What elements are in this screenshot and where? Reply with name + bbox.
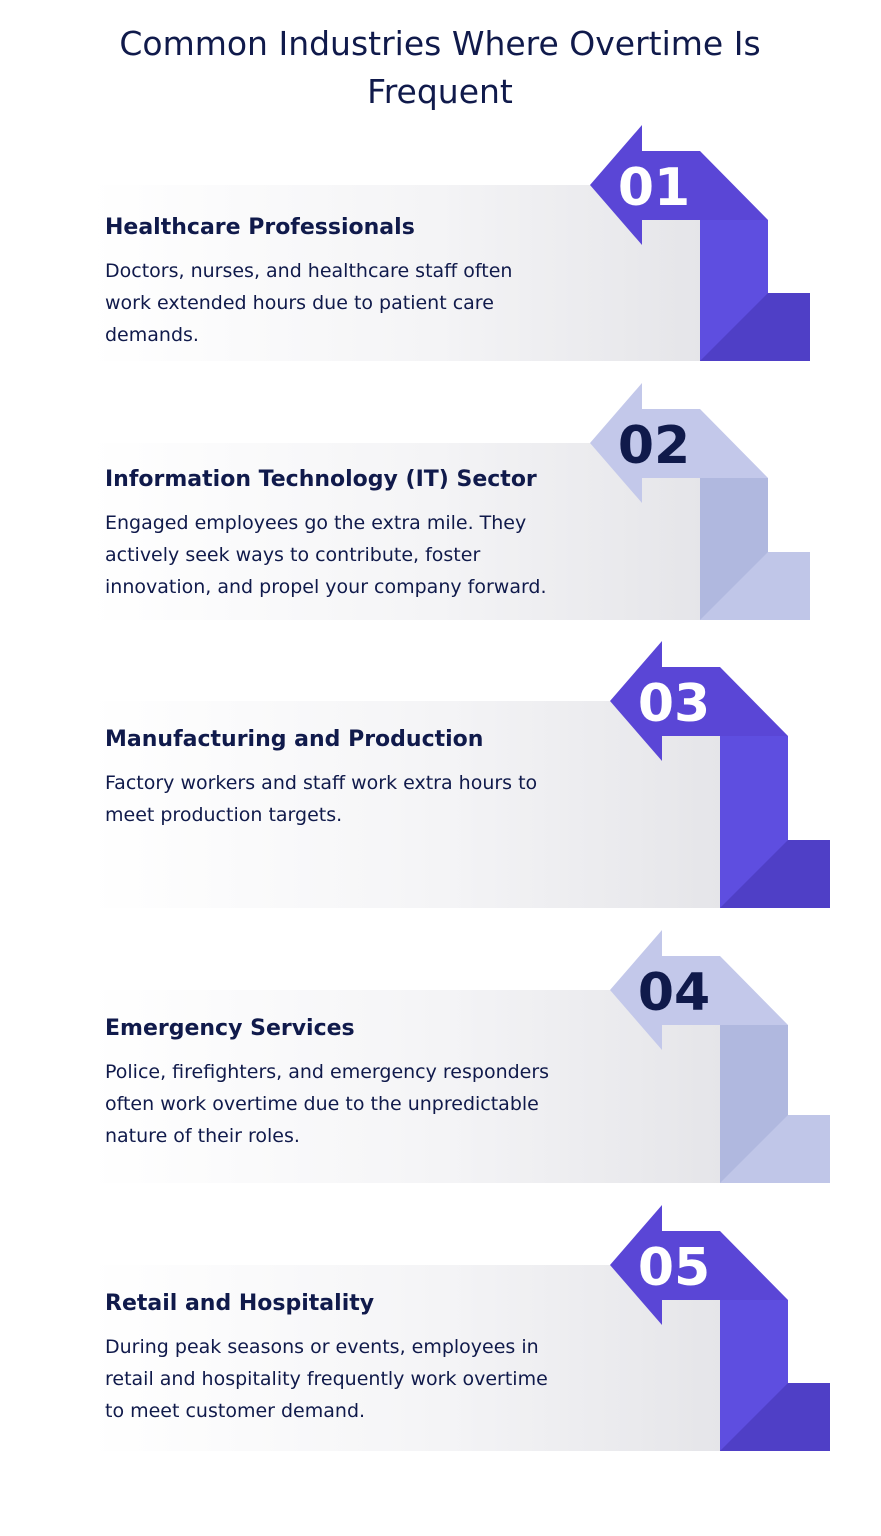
left-arrow-icon: [610, 930, 788, 1050]
step-description: Factory workers and staff work extra hou…: [105, 767, 575, 831]
step-description: Doctors, nurses, and healthcare staff of…: [105, 255, 575, 351]
step-arrow-graphic: 04: [610, 930, 830, 1183]
step-arrow-graphic: 05: [610, 1205, 830, 1451]
step-number: 02: [618, 416, 690, 476]
step-title: Emergency Services: [105, 1016, 355, 1041]
page-title: Common Industries Where Overtime Is Freq…: [119, 24, 761, 111]
step-number: 04: [638, 963, 710, 1023]
step-description-line: actively seek ways to contribute, foster: [105, 544, 481, 566]
step-description: Police, firefighters, and emergency resp…: [105, 1056, 575, 1152]
step-03: 03 Manufacturing and Production Factory wo…: [0, 641, 881, 908]
step-description-line: Police, firefighters, and emergency resp…: [105, 1061, 550, 1083]
step-description-line: Engaged employees go the extra mile. The…: [105, 512, 527, 534]
step-block-base: [720, 1383, 830, 1451]
left-arrow-icon: [590, 125, 768, 245]
step-band: [90, 443, 720, 620]
step-description-line: retail and hospitality frequently work o…: [105, 1368, 548, 1390]
step-title: Healthcare Professionals: [105, 215, 415, 240]
left-arrow-icon: [610, 1205, 788, 1325]
step-band: [90, 990, 740, 1183]
step-band: [90, 185, 720, 361]
step-description-line: demands.: [105, 324, 199, 346]
step-band: [90, 701, 740, 908]
step-arrow-graphic: 01: [590, 125, 810, 361]
step-band: [90, 1265, 740, 1451]
left-arrow-icon: [610, 641, 788, 761]
step-number: 03: [638, 674, 710, 734]
step-block-base: [720, 1115, 830, 1183]
step-description-line: often work overtime due to the unpredict…: [105, 1093, 539, 1115]
step-01: 01 Healthcare Professionals Doctors, nurse…: [0, 125, 881, 361]
step-description-line: Factory workers and staff work extra hou…: [105, 772, 538, 794]
step-05: 05 Retail and Hospitality During peak seas…: [0, 1205, 881, 1451]
step-description-line: During peak seasons or events, employees…: [105, 1336, 539, 1358]
step-arrow-graphic: 03: [610, 641, 830, 908]
step-arrow-graphic: 02: [590, 383, 810, 620]
step-block-base: [720, 840, 830, 908]
step-description-line: Doctors, nurses, and healthcare staff of…: [105, 260, 513, 282]
step-description-line: meet production targets.: [105, 804, 343, 826]
step-description-line: to meet customer demand.: [105, 1400, 366, 1422]
step-title: Retail and Hospitality: [105, 1291, 375, 1316]
step-description: Engaged employees go the extra mile. The…: [105, 507, 575, 603]
step-number: 05: [638, 1238, 710, 1298]
step-description-line: work extended hours due to patient care: [105, 292, 494, 314]
step-04: 04 Emergency Services Police, firefighters…: [0, 930, 881, 1183]
step-description: During peak seasons or events, employees…: [105, 1331, 575, 1427]
step-description-line: innovation, and propel your company forw…: [105, 576, 547, 598]
step-block-base: [700, 293, 810, 361]
step-description-line: nature of their roles.: [105, 1125, 300, 1147]
step-title: Manufacturing and Production: [105, 727, 484, 752]
step-02: 02 Information Technology (IT) Sector Enga…: [0, 383, 881, 620]
step-block-base: [700, 552, 810, 620]
step-number: 01: [618, 158, 690, 218]
step-title: Information Technology (IT) Sector: [105, 467, 537, 492]
left-arrow-icon: [590, 383, 768, 503]
